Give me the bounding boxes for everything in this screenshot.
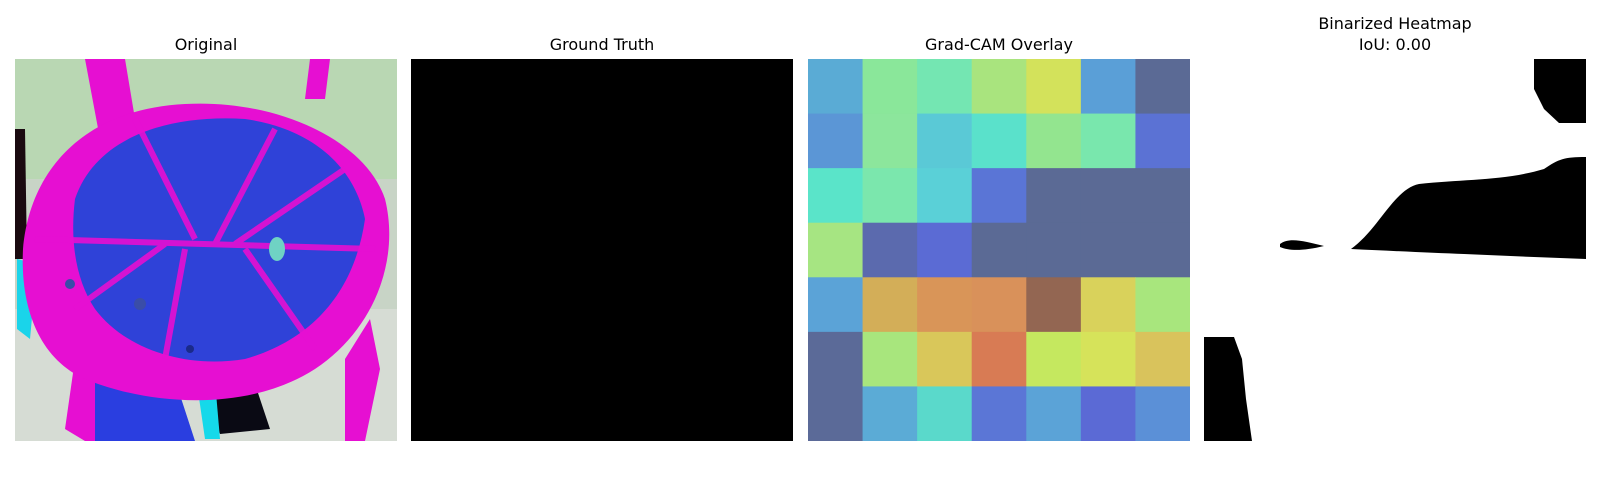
gradcam-cell bbox=[1135, 168, 1190, 224]
panel-title-binarized: Binarized Heatmap IoU: 0.00 bbox=[1204, 13, 1586, 55]
gradcam-cell bbox=[808, 331, 864, 387]
gradcam-cell bbox=[1080, 222, 1136, 278]
gradcam-cell bbox=[971, 277, 1027, 333]
panel-title-ground-truth: Ground Truth bbox=[549, 35, 655, 54]
gradcam-cell bbox=[971, 222, 1027, 278]
gradcam-cell bbox=[1026, 168, 1082, 224]
gradcam-cell bbox=[917, 168, 973, 224]
gradcam-cell bbox=[808, 168, 864, 224]
gradcam-cell bbox=[1135, 222, 1190, 278]
gradcam-cell bbox=[862, 222, 918, 278]
panel-title-original: Original bbox=[174, 35, 238, 54]
gradcam-cell bbox=[1026, 386, 1082, 441]
gradcam-cell bbox=[862, 331, 918, 387]
gradcam-cell bbox=[808, 222, 864, 278]
gradcam-cell bbox=[971, 168, 1027, 224]
gradcam-cell bbox=[917, 277, 973, 333]
iou-label: IoU: 0.00 bbox=[1358, 35, 1432, 54]
gradcam-cell bbox=[808, 386, 864, 441]
gradcam-cell bbox=[971, 113, 1027, 169]
gradcam-cell bbox=[862, 168, 918, 224]
gradcam-cell bbox=[971, 59, 1027, 115]
gradcam-cell bbox=[1026, 222, 1082, 278]
gradcam-cell bbox=[862, 277, 918, 333]
gradcam-cell bbox=[862, 386, 918, 441]
gradcam-cell bbox=[862, 59, 918, 115]
gradcam-cell bbox=[917, 113, 973, 169]
gradcam-cell bbox=[1026, 331, 1082, 387]
gradcam-cell bbox=[1080, 386, 1136, 441]
gradcam-cell bbox=[1080, 59, 1136, 115]
gradcam-cell bbox=[1080, 168, 1136, 224]
gradcam-overlay bbox=[808, 59, 1190, 441]
ground-truth-mask bbox=[411, 59, 793, 441]
gradcam-cell bbox=[1080, 277, 1136, 333]
gradcam-cell bbox=[1135, 277, 1190, 333]
gradcam-cell bbox=[1080, 113, 1136, 169]
gradcam-cell bbox=[917, 331, 973, 387]
gradcam-cell bbox=[1135, 386, 1190, 441]
gradcam-cell bbox=[917, 59, 973, 115]
gradcam-cell bbox=[1135, 331, 1190, 387]
gradcam-cell bbox=[1080, 331, 1136, 387]
gradcam-cell bbox=[808, 113, 864, 169]
binarized-title-line: Binarized Heatmap bbox=[1318, 14, 1472, 33]
gradcam-cell bbox=[1135, 59, 1190, 115]
gradcam-cell bbox=[917, 222, 973, 278]
gradcam-cell bbox=[971, 386, 1027, 441]
gradcam-cell bbox=[808, 59, 864, 115]
gradcam-cell bbox=[808, 277, 864, 333]
gradcam-cell bbox=[1026, 59, 1082, 115]
gradcam-cell bbox=[1026, 113, 1082, 169]
panel-title-gradcam: Grad-CAM Overlay bbox=[925, 35, 1073, 54]
gradcam-cell bbox=[917, 386, 973, 441]
original-image bbox=[15, 59, 397, 441]
gradcam-cell bbox=[971, 331, 1027, 387]
gradcam-cell bbox=[1026, 277, 1082, 333]
gradcam-cell bbox=[862, 113, 918, 169]
gradcam-cell bbox=[1135, 113, 1190, 169]
binarized-heatmap bbox=[1204, 59, 1586, 441]
